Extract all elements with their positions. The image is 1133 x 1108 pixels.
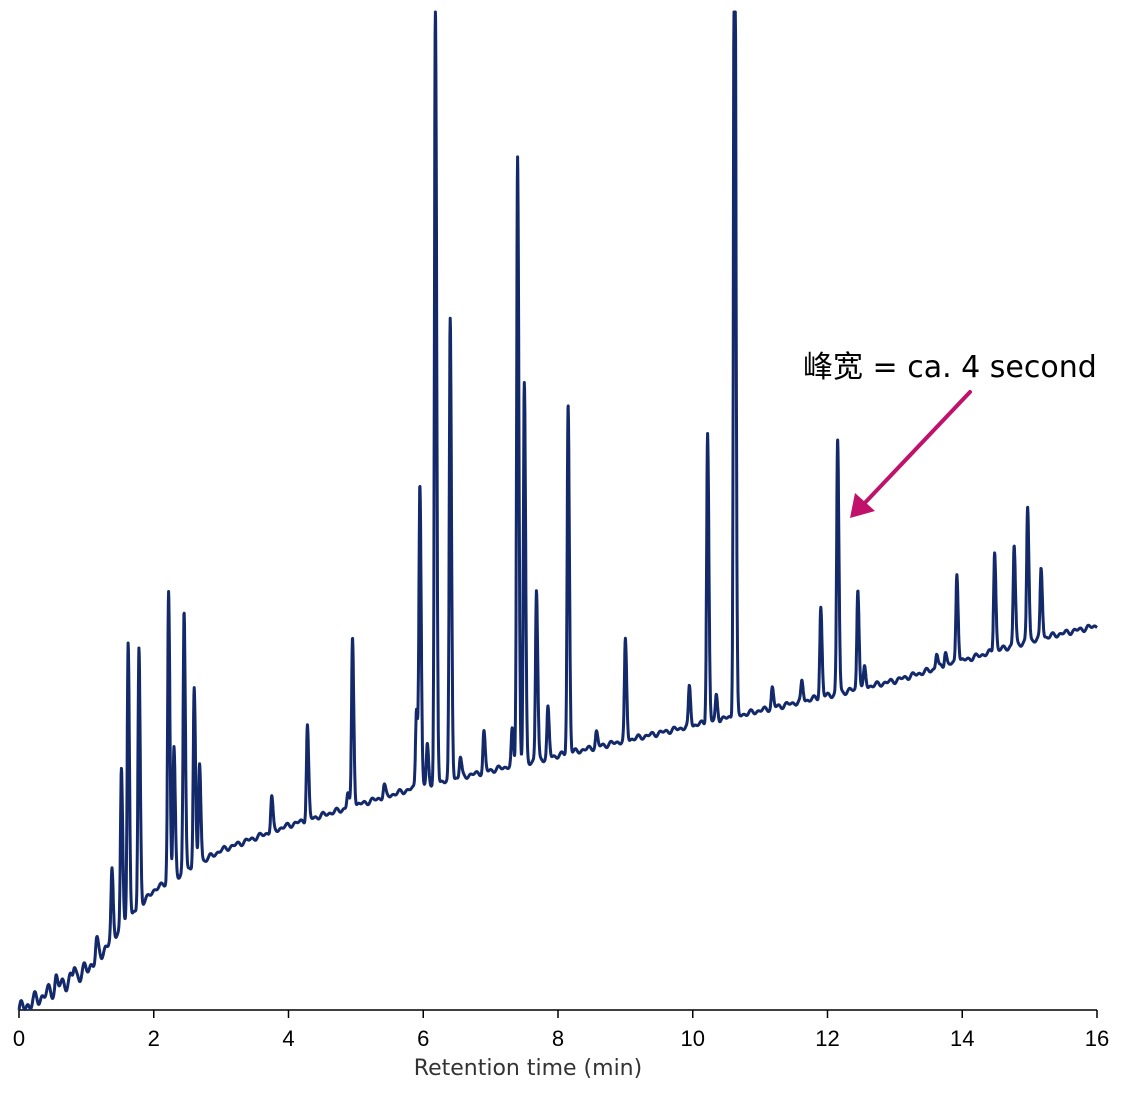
x-tick-label: 12	[815, 1026, 839, 1051]
chromatogram-trace	[17, 10, 1099, 1011]
x-tick-label: 14	[950, 1026, 974, 1051]
x-tick-label: 4	[282, 1026, 294, 1051]
annotation-arrow-head	[850, 493, 875, 518]
annotation-arrow	[850, 390, 972, 518]
annotation-arrow-shaft	[858, 390, 972, 510]
x-axis-ticks: 0 2 4 6 8 10 12 14 16	[13, 1010, 1109, 1051]
x-tick-label: 6	[417, 1026, 429, 1051]
x-tick-label: 2	[148, 1026, 160, 1051]
x-tick-label: 8	[552, 1026, 564, 1051]
peak-width-annotation: 峰宽 = ca. 4 second	[803, 350, 1097, 385]
x-tick-label: 10	[681, 1026, 705, 1051]
x-tick-label: 0	[13, 1026, 25, 1051]
x-axis-title: Retention time (min)	[414, 1056, 642, 1081]
x-tick-label: 16	[1085, 1026, 1109, 1051]
